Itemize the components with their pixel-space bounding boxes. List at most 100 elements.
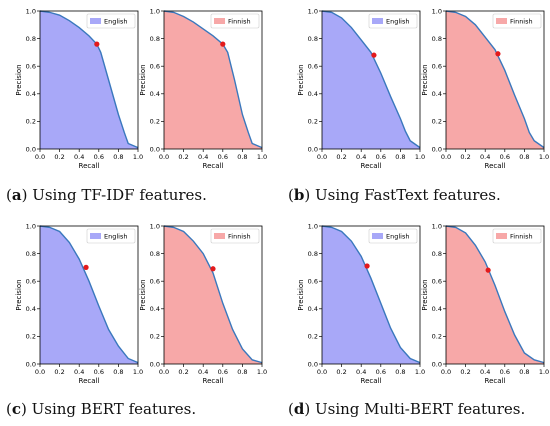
operating-point-marker [210,266,216,272]
x-axis-label: Recall [79,377,100,385]
legend-box [492,228,542,244]
y-tick-label: 0.4 [150,305,160,313]
x-tick-label: 0.8 [395,368,405,376]
y-tick-label: 0.4 [308,305,318,313]
operating-point-marker [495,51,501,57]
area-fill [40,226,138,364]
legend-label: Finnish [510,233,533,241]
x-tick-label: 0.2 [460,153,470,161]
x-axis-label: Recall [361,162,382,170]
x-tick-label: 0.4 [74,368,84,376]
y-tick-label: 1.0 [432,7,442,15]
y-tick-label: 0.2 [150,118,160,126]
chart-d-finnish: 0.0 0.2 0.4 0.6 0.8 1.0 0.0 0.2 0.4 0.6 0.8 1.0 Reca… [421,222,549,385]
legend-label: English [386,233,409,241]
operating-point-marker [220,41,226,47]
area-fill [446,11,544,149]
y-tick-label: 0.2 [432,118,442,126]
caption-a: (a) Using TF-IDF features. [6,186,207,204]
x-tick-label: 1.0 [133,368,143,376]
y-tick-label: 1.0 [432,222,442,230]
x-axis-label: Recall [485,162,506,170]
y-tick-label: 0.2 [150,333,160,341]
pr-curve-line [321,225,421,364]
y-axis-label: Precision [421,64,429,95]
legend-label: Finnish [228,18,251,26]
area-fill [322,226,420,364]
x-tick-label: 0.0 [159,368,169,376]
y-tick-label: 1.0 [26,7,36,15]
y-tick-label: 1.0 [308,7,318,15]
x-tick-label: 0.4 [74,153,84,161]
chart-b-finnish: 0.0 0.2 0.4 0.6 0.8 1.0 0.0 0.2 0.4 0.6 0.8 1.0 Reca… [421,7,549,170]
legend-label: English [386,18,409,26]
x-tick-label: 0.4 [356,368,366,376]
legend-swatch [496,18,507,24]
x-tick-label: 0.4 [480,368,490,376]
y-tick-label: 0.0 [26,145,36,153]
x-tick-label: 0.0 [35,368,45,376]
y-tick-label: 0.2 [308,333,318,341]
area-fill [164,226,262,364]
axes-frame [445,225,545,365]
x-tick-label: 0.6 [94,153,104,161]
x-tick-label: 0.4 [480,153,490,161]
y-tick-label: 0.6 [26,63,36,71]
area-fill [322,11,420,149]
y-tick-label: 0.8 [432,35,442,43]
y-tick-label: 0.6 [308,63,318,71]
x-tick-label: 0.6 [218,368,228,376]
pr-curve-line [39,225,139,364]
chart-b-english: 0.0 0.2 0.4 0.6 0.8 1.0 0.0 0.2 0.4 0.6 0.8 1.0 Reca… [297,7,425,170]
x-tick-label: 0.6 [376,153,386,161]
legend-swatch [90,18,101,24]
y-tick-label: 0.2 [26,333,36,341]
y-tick-label: 0.0 [150,145,160,153]
operating-point-marker [371,52,377,58]
axes-frame [445,10,545,150]
x-tick-label: 0.0 [441,368,451,376]
y-axis-label: Precision [15,64,23,95]
y-tick-label: 0.0 [308,145,318,153]
legend-label: Finnish [510,18,533,26]
pr-curve-line [163,225,263,364]
x-tick-label: 0.2 [336,153,346,161]
x-tick-label: 0.4 [198,153,208,161]
legend-box [492,13,542,29]
axes-frame [39,10,139,150]
y-tick-label: 1.0 [150,222,160,230]
x-tick-label: 1.0 [415,368,425,376]
y-tick-label: 0.8 [432,250,442,258]
axes-frame [321,225,421,365]
x-tick-label: 0.8 [237,368,247,376]
y-tick-label: 0.8 [150,250,160,258]
x-tick-label: 1.0 [539,153,549,161]
x-axis-label: Recall [361,377,382,385]
x-tick-label: 0.8 [237,153,247,161]
x-tick-label: 0.6 [500,368,510,376]
y-tick-label: 0.8 [26,35,36,43]
operating-point-marker [485,267,491,273]
operating-point-marker [83,264,89,270]
x-axis-label: Recall [79,162,100,170]
legend-swatch [214,233,225,239]
x-tick-label: 0.2 [54,368,64,376]
x-tick-label: 0.0 [159,153,169,161]
y-tick-label: 0.6 [150,63,160,71]
x-tick-label: 0.2 [460,368,470,376]
x-tick-label: 0.2 [336,368,346,376]
area-fill [40,11,138,149]
legend-swatch [372,18,383,24]
legend-swatch [496,233,507,239]
y-tick-label: 0.4 [432,305,442,313]
x-tick-label: 0.4 [198,368,208,376]
pr-curve-line [321,10,421,149]
axes-frame [321,10,421,150]
operating-point-marker [364,263,370,269]
y-tick-label: 0.2 [432,333,442,341]
x-axis-label: Recall [485,377,506,385]
caption-d: (d) Using Multi-BERT features. [288,400,526,418]
y-tick-label: 0.8 [308,35,318,43]
y-tick-label: 0.4 [26,305,36,313]
